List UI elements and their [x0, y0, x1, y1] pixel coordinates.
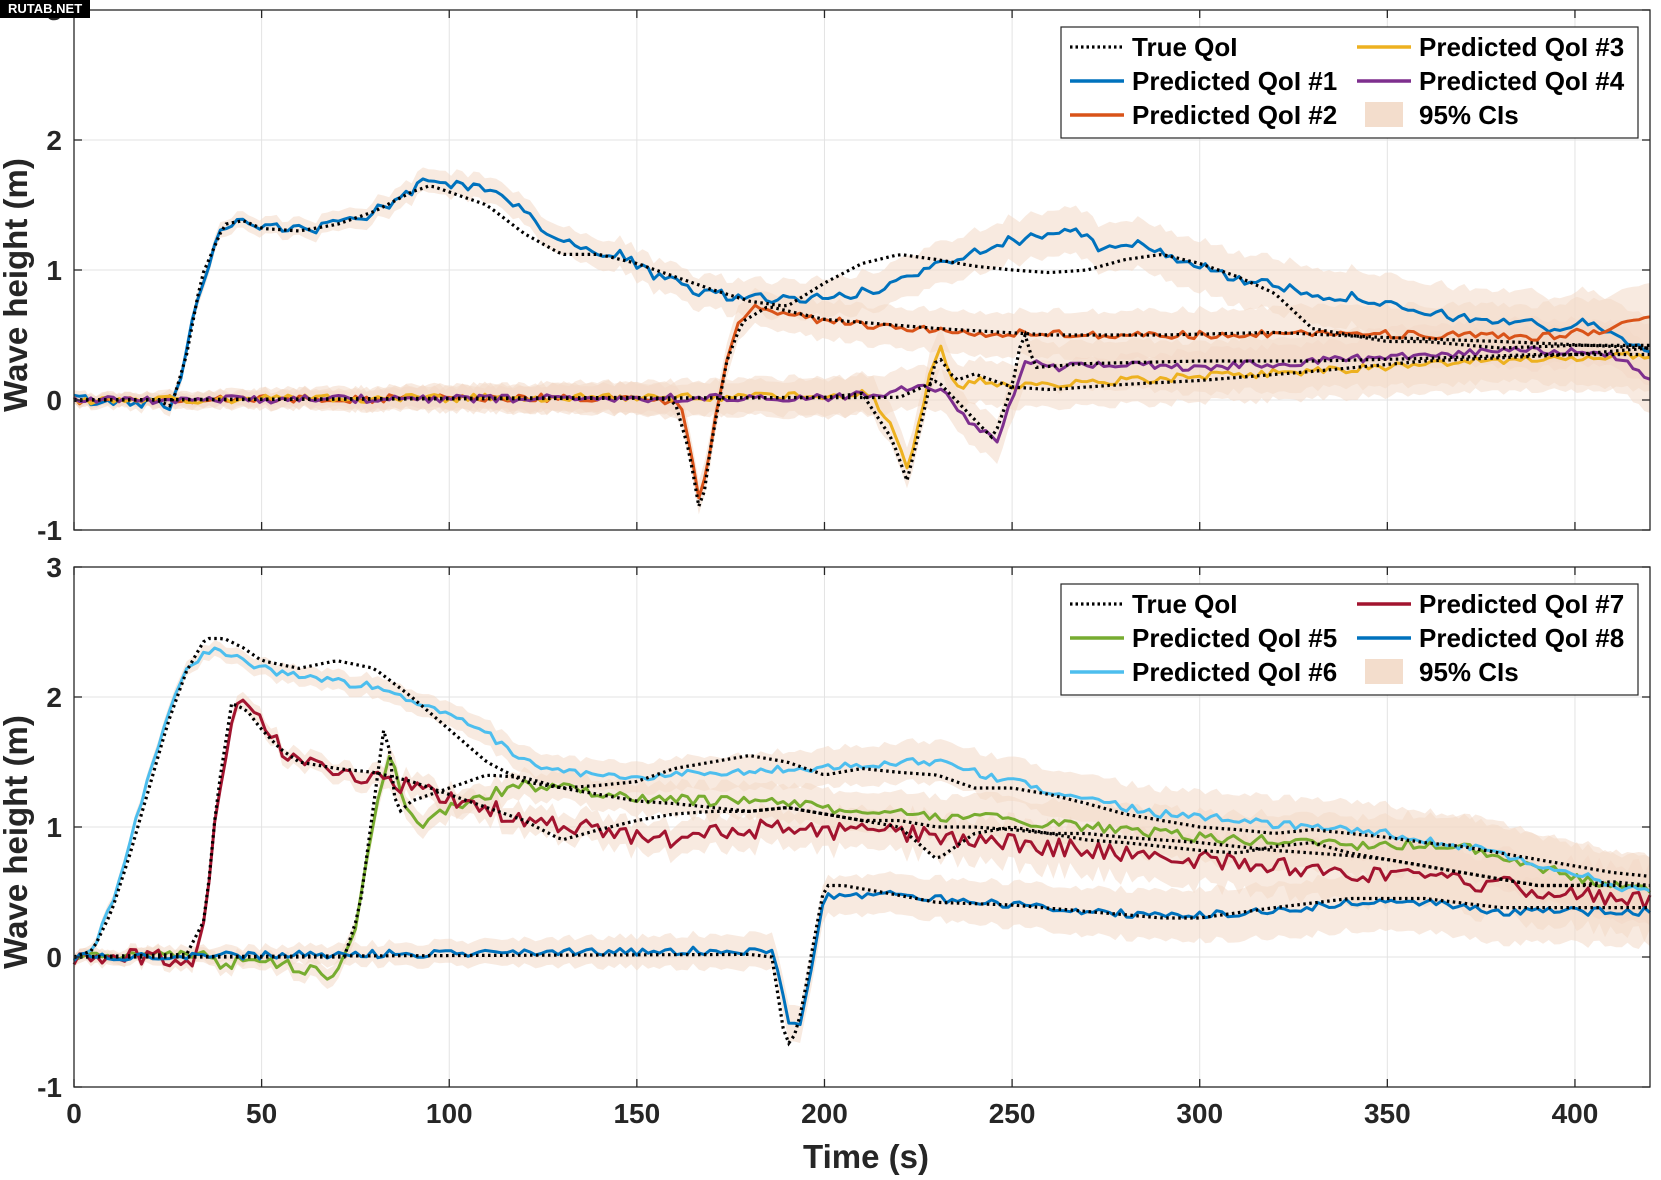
series-line-p3: [73, 344, 1651, 470]
legend-swatch: [1365, 659, 1403, 684]
series-line-t2: [74, 305, 1651, 513]
series-line-p1: [73, 177, 1651, 412]
series-line-t8: [74, 883, 1650, 1047]
watermark: RUTAB.NET: [0, 0, 91, 18]
x-tick-label: 350: [1364, 1098, 1411, 1129]
legend-entry-4: Predicted QoI #4: [1419, 66, 1625, 96]
y-tick-label: 1: [46, 812, 62, 843]
y-tick-label: 3: [46, 552, 62, 583]
series-line-p8: [72, 889, 1651, 1027]
y-tick-label: 1: [46, 255, 62, 286]
y-tick-label: -1: [37, 1072, 62, 1103]
legend-entry-4: Predicted QoI #8: [1419, 623, 1624, 653]
legend-entry-true: True QoI: [1132, 589, 1237, 619]
x-tick-label: 0: [66, 1098, 82, 1129]
series-line-t7: [74, 730, 1650, 959]
legend-swatch: [1365, 102, 1403, 127]
y-tick-label: 2: [46, 682, 62, 713]
legend-box: [1060, 26, 1639, 139]
legend-box: [1060, 583, 1639, 696]
series-line-p7: [72, 698, 1652, 968]
ci-band: [74, 691, 1650, 974]
y-tick-label: 0: [46, 385, 62, 416]
y-axis-label: Wave height (m): [0, 158, 34, 412]
series-line-t4: [74, 330, 1650, 440]
series-line-p6: [73, 646, 1651, 961]
x-tick-label: 200: [801, 1098, 848, 1129]
x-tick-label: 100: [426, 1098, 473, 1129]
legend-entry-3: Predicted QoI #3: [1419, 32, 1624, 62]
legend-entry-2: Predicted QoI #2: [1132, 100, 1337, 130]
legend-entry-1: Predicted QoI #1: [1132, 66, 1337, 96]
legend-entry-3: Predicted QoI #7: [1419, 589, 1624, 619]
x-tick-label: 400: [1552, 1098, 1599, 1129]
legend-entry-2: Predicted QoI #6: [1132, 657, 1337, 687]
ci-band: [74, 870, 1650, 1043]
x-tick-label: 300: [1176, 1098, 1223, 1129]
legend-entry-ci: 95% CIs: [1419, 100, 1519, 130]
legend-entry-1: Predicted QoI #5: [1132, 623, 1337, 653]
x-tick-label: 150: [613, 1098, 660, 1129]
series-line-t3: [74, 346, 1651, 487]
y-axis-label: Wave height (m): [0, 715, 34, 969]
legend-entry-ci: 95% CIs: [1419, 657, 1519, 687]
y-tick-label: 0: [46, 942, 62, 973]
x-axis-label: Time (s): [803, 1138, 929, 1175]
ci-band: [74, 167, 1650, 417]
x-tick-label: 250: [989, 1098, 1036, 1129]
legend: True QoI Predicted QoI #5 Predicted QoI #6…: [1060, 583, 1639, 696]
series-line-p5: [73, 755, 1652, 981]
ci-band: [74, 640, 1650, 965]
y-tick-label: -1: [37, 515, 62, 546]
legend: True QoI Predicted QoI #1 Predicted QoI #2…: [1060, 26, 1639, 139]
x-tick-label: 50: [246, 1098, 277, 1129]
legend-entry-true: True QoI: [1132, 32, 1237, 62]
y-tick-label: 2: [46, 125, 62, 156]
